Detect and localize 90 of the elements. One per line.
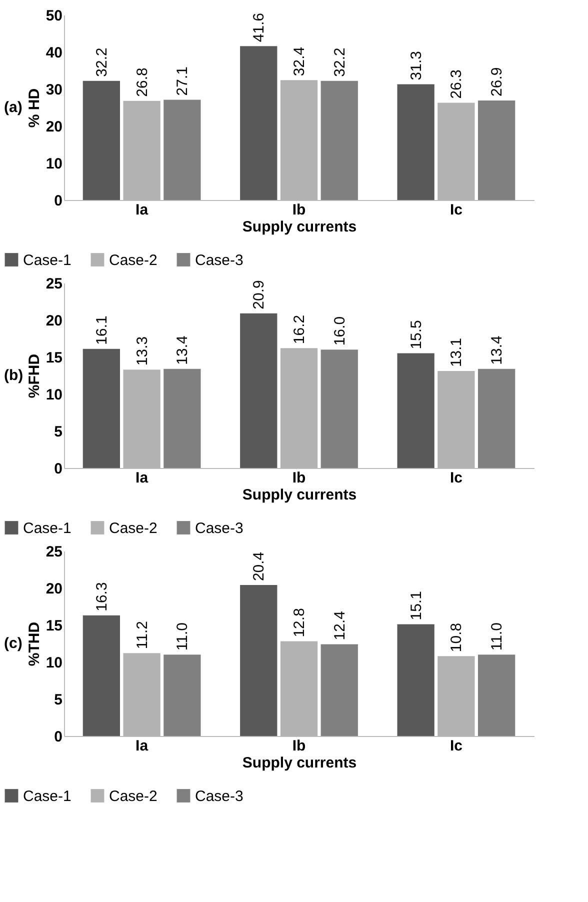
data-label: 16.1 <box>93 316 110 345</box>
data-label: 20.9 <box>250 280 268 310</box>
y-axis-title: % HD <box>26 88 43 128</box>
x-tick-label: Ia <box>136 202 149 218</box>
data-label: 11.2 <box>134 621 151 650</box>
data-label: 26.8 <box>134 68 151 97</box>
bar <box>320 80 358 200</box>
y-tick-label: 10 <box>46 654 62 672</box>
data-label: 15.1 <box>408 591 425 620</box>
x-tick-label: Ic <box>450 738 462 754</box>
data-label: 12.8 <box>291 608 308 638</box>
y-tick-label: 15 <box>46 350 62 366</box>
x-tick-label: Ia <box>136 738 149 754</box>
y-tick-label: 20 <box>46 118 62 136</box>
data-label: 16.0 <box>331 316 348 346</box>
data-label: 15.5 <box>408 320 425 350</box>
y-tick-label: 0 <box>54 460 62 478</box>
x-tick-label: Ic <box>450 202 462 218</box>
y-tick-label: 0 <box>54 192 62 210</box>
bar <box>478 654 516 736</box>
legend-label: Case-2 <box>109 252 158 269</box>
y-tick-label: 15 <box>46 618 62 634</box>
y-tick-label: 40 <box>46 44 62 62</box>
x-tick-label: Ib <box>292 202 306 218</box>
x-tick-label: Ib <box>292 470 306 486</box>
data-label: 32.2 <box>93 48 110 77</box>
data-label: 12.4 <box>331 611 348 640</box>
data-label: 16.2 <box>291 314 308 344</box>
data-label: 41.6 <box>250 12 268 42</box>
y-axis-title: %THD <box>26 622 43 666</box>
legend-label: Case-3 <box>195 252 244 269</box>
bar <box>240 46 278 200</box>
bar <box>82 615 120 736</box>
data-label: 13.3 <box>134 336 151 366</box>
legend-label: Case-2 <box>109 520 158 537</box>
x-tick-label: Ib <box>292 738 306 754</box>
y-tick-label: 25 <box>46 544 62 560</box>
data-label: 13.1 <box>448 338 466 368</box>
bar <box>240 585 278 736</box>
bar <box>478 368 516 468</box>
legend-label: Case-3 <box>195 520 244 537</box>
y-tick-label: 0 <box>54 728 62 746</box>
text: (c) <box>4 635 22 652</box>
data-label: 11.0 <box>488 622 506 651</box>
y-tick-label: 5 <box>54 424 62 440</box>
legend-label: Case-3 <box>195 788 244 805</box>
x-tick-label: Ic <box>450 470 462 486</box>
y-tick-label: 10 <box>46 386 62 404</box>
data-label: 31.3 <box>408 50 425 80</box>
data-label: 32.4 <box>291 46 308 76</box>
y-tick-label: 20 <box>46 580 62 598</box>
data-label: 32.2 <box>331 48 348 77</box>
bar <box>320 644 358 736</box>
legend-label: Case-2 <box>109 788 158 805</box>
data-label: 26.9 <box>488 67 506 96</box>
bar <box>82 348 120 468</box>
data-label: 16.3 <box>93 582 110 612</box>
bar <box>240 313 278 468</box>
legend-label: Case-1 <box>23 788 72 805</box>
y-axis-title: %FHD <box>26 354 43 398</box>
x-axis-title: Supply currents <box>242 218 357 236</box>
bar <box>397 353 434 468</box>
bar <box>397 84 434 200</box>
y-tick-label: 5 <box>54 692 62 708</box>
x-tick-label: Ia <box>136 470 149 486</box>
text: (a) <box>4 99 22 116</box>
data-label: 20.4 <box>250 552 268 582</box>
data-label: 27.1 <box>174 66 192 96</box>
bar <box>164 100 201 200</box>
y-tick-label: 50 <box>46 8 62 24</box>
bar <box>397 624 434 736</box>
data-label: 13.4 <box>174 336 192 365</box>
bar <box>164 654 201 736</box>
data-label: 10.8 <box>448 622 466 652</box>
text: (b) <box>4 367 24 384</box>
y-tick-label: 20 <box>46 312 62 330</box>
bar <box>320 350 358 468</box>
legend-label: Case-1 <box>23 520 72 537</box>
bar <box>478 100 516 200</box>
data-label: 26.3 <box>448 69 466 99</box>
x-axis-title: Supply currents <box>242 754 357 772</box>
data-label: 13.4 <box>488 336 506 365</box>
y-tick-label: 30 <box>46 82 62 98</box>
data-label: 11.0 <box>174 622 192 651</box>
y-tick-label: 10 <box>46 156 62 172</box>
bar <box>82 80 120 200</box>
y-tick-label: 25 <box>46 276 62 292</box>
legend-label: Case-1 <box>23 252 72 269</box>
bar <box>164 368 201 468</box>
x-axis-title: Supply currents <box>242 486 357 504</box>
